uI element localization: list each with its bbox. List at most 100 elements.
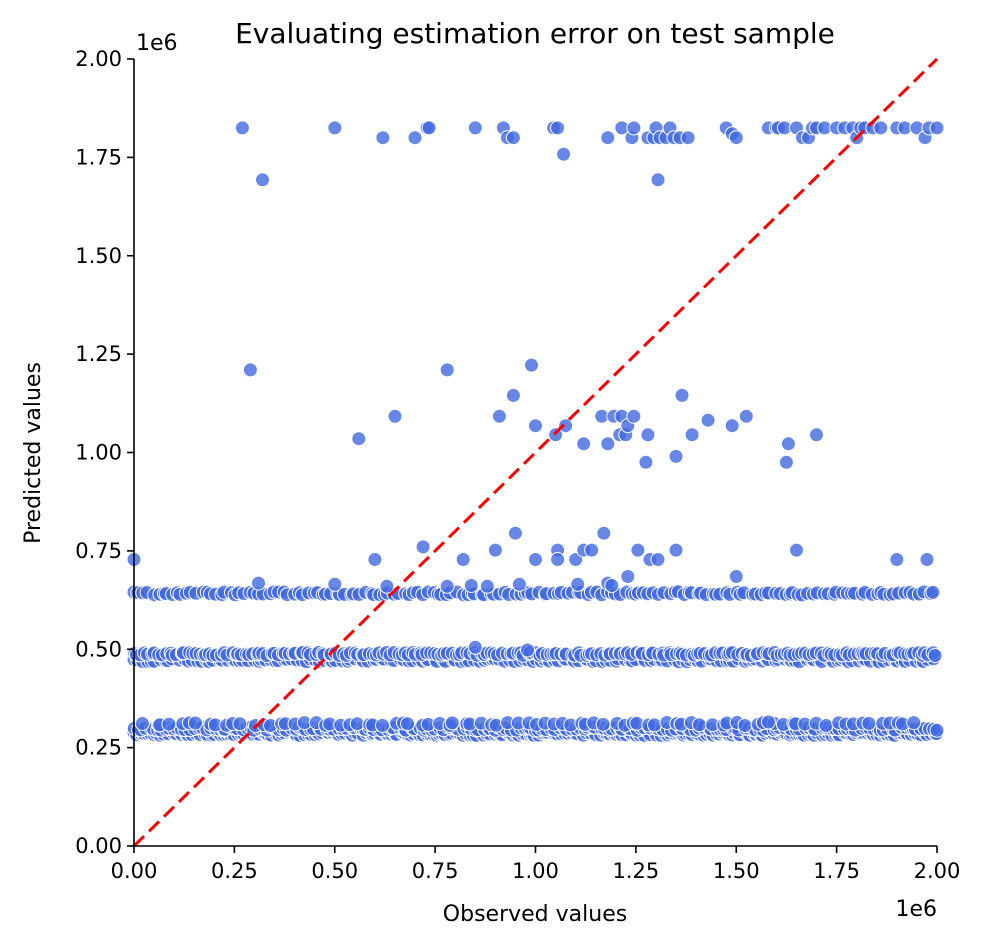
data-point [674, 387, 690, 403]
data-point [789, 542, 804, 558]
data-point [919, 552, 935, 567]
y-tick-label: 2.00 [75, 47, 122, 71]
data-point [505, 387, 521, 403]
x-axis-offset-label: 1e6 [895, 897, 937, 922]
data-point [234, 120, 250, 136]
data-point [626, 408, 642, 424]
data-point [491, 408, 507, 424]
scatter-points [126, 120, 945, 743]
data-point [161, 716, 177, 732]
data-point [379, 578, 395, 594]
x-tick-label: 1.50 [713, 859, 760, 883]
data-point [558, 418, 574, 434]
data-point [780, 436, 796, 452]
data-point [668, 542, 684, 558]
data-point [479, 578, 495, 594]
y-tick-label: 0.00 [75, 834, 122, 858]
data-point [375, 130, 391, 146]
data-point [421, 120, 437, 136]
tick-labels: 0.00 0.25 0.50 0.75 1.00 1.25 1.50 1.75 2.00 0.00… [75, 47, 960, 883]
data-point [187, 715, 203, 731]
data-point [596, 525, 612, 541]
data-point [640, 427, 656, 443]
x-tick-label: 0.00 [111, 859, 158, 883]
data-point [728, 569, 744, 584]
y-tick-label: 1.25 [75, 342, 122, 366]
x-tick-label: 1.75 [813, 859, 860, 883]
data-point [638, 454, 654, 470]
data-point [242, 362, 258, 378]
data-point [647, 717, 662, 733]
data-point [524, 357, 539, 373]
data-point [630, 542, 646, 558]
data-point [728, 130, 744, 146]
chart-title: Evaluating estimation error on test samp… [235, 17, 835, 50]
reference-line-layer [132, 57, 939, 848]
data-point [550, 120, 566, 136]
data-point [528, 418, 543, 434]
y-tick-label: 0.25 [75, 736, 122, 760]
data-point [737, 718, 753, 733]
data-point [439, 362, 455, 378]
data-point [760, 714, 776, 730]
y-tick-label: 1.00 [75, 441, 122, 465]
data-point [700, 412, 716, 428]
data-point [576, 436, 592, 452]
x-tick-label: 0.25 [211, 859, 258, 883]
data-point [873, 120, 889, 136]
data-point [650, 172, 666, 188]
y-tick-label: 1.75 [75, 145, 122, 169]
data-point [528, 552, 543, 567]
data-point [809, 427, 824, 443]
data-point [927, 648, 943, 663]
data-point [668, 448, 684, 464]
x-tick-label: 0.75 [412, 859, 459, 883]
data-point [255, 172, 270, 188]
data-point [906, 715, 922, 731]
data-point [400, 716, 416, 732]
data-point [680, 130, 696, 146]
data-point [232, 716, 248, 732]
data-point [684, 427, 700, 443]
axes [127, 58, 938, 853]
y-tick-label: 1.50 [75, 244, 122, 268]
data-point [550, 552, 566, 567]
data-point [570, 576, 586, 592]
x-tick-label: 1.00 [512, 859, 559, 883]
data-point [415, 539, 431, 555]
data-point [595, 716, 611, 732]
data-point [387, 408, 403, 424]
data-point [520, 642, 535, 658]
reference-line [132, 57, 939, 848]
data-point [778, 454, 794, 470]
data-point [626, 120, 642, 136]
data-point [511, 576, 527, 592]
data-point [375, 717, 390, 733]
data-point [691, 717, 707, 733]
data-point [439, 578, 455, 594]
data-point [351, 431, 367, 447]
data-point [620, 569, 636, 584]
data-point [367, 552, 383, 567]
data-point [444, 715, 460, 731]
data-point [584, 542, 600, 558]
data-point [925, 584, 941, 600]
data-point [467, 639, 483, 655]
data-point [929, 722, 945, 738]
data-point [327, 576, 343, 592]
data-point [505, 130, 521, 146]
x-tick-label: 0.50 [311, 859, 358, 883]
y-tick-label: 0.50 [75, 637, 122, 661]
data-point [349, 716, 365, 732]
data-point [407, 130, 423, 146]
data-point [463, 578, 479, 593]
data-point [134, 716, 150, 731]
data-point [600, 130, 616, 146]
data-point [650, 552, 666, 567]
y-axis-label: Predicted values [21, 362, 46, 544]
data-point [861, 715, 877, 731]
data-point [507, 525, 523, 541]
data-point [600, 436, 616, 452]
x-tick-label: 1.25 [612, 859, 659, 883]
